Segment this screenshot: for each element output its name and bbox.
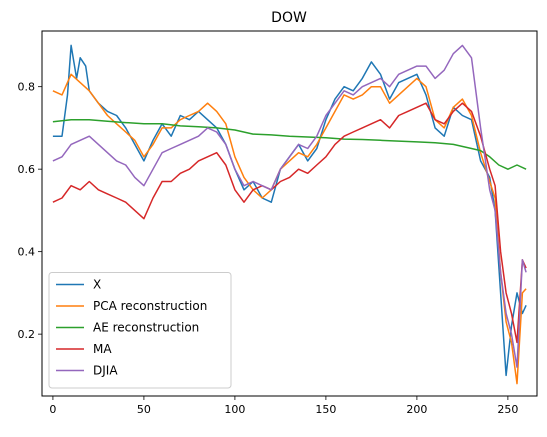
x-tick-label: 100 bbox=[224, 403, 245, 416]
y-tick-label: 0.4 bbox=[18, 246, 36, 259]
plot-area bbox=[52, 44, 527, 385]
chart-title: DOW bbox=[271, 10, 307, 26]
legend: X PCA reconstruction AE reconstruction MA DJ… bbox=[48, 272, 232, 389]
x-tick-label: 50 bbox=[137, 403, 151, 416]
series-lines bbox=[52, 44, 527, 385]
x-tick-label: 200 bbox=[406, 403, 427, 416]
series-line-pca-reconstruction bbox=[52, 73, 527, 385]
legend-label: AE reconstruction bbox=[93, 321, 199, 335]
legend-box bbox=[48, 272, 232, 389]
series-line-djia bbox=[52, 44, 527, 368]
y-axis: 0.2 0.4 0.6 0.8 bbox=[18, 81, 42, 341]
y-tick-label: 0.6 bbox=[18, 163, 36, 176]
x-tick-label: 0 bbox=[49, 403, 56, 416]
x-tick-label: 150 bbox=[315, 403, 336, 416]
x-tick-label: 250 bbox=[497, 403, 518, 416]
legend-label: MA bbox=[93, 342, 112, 356]
y-tick-label: 0.8 bbox=[18, 81, 36, 94]
legend-label: X bbox=[93, 278, 101, 292]
series-line-ma bbox=[52, 102, 527, 344]
axes-frame bbox=[41, 30, 538, 397]
x-axis: 0 50 100 150 200 250 bbox=[49, 396, 518, 416]
legend-label: PCA reconstruction bbox=[93, 299, 207, 313]
y-tick-label: 0.2 bbox=[18, 328, 36, 341]
legend-label: DJIA bbox=[93, 364, 118, 378]
